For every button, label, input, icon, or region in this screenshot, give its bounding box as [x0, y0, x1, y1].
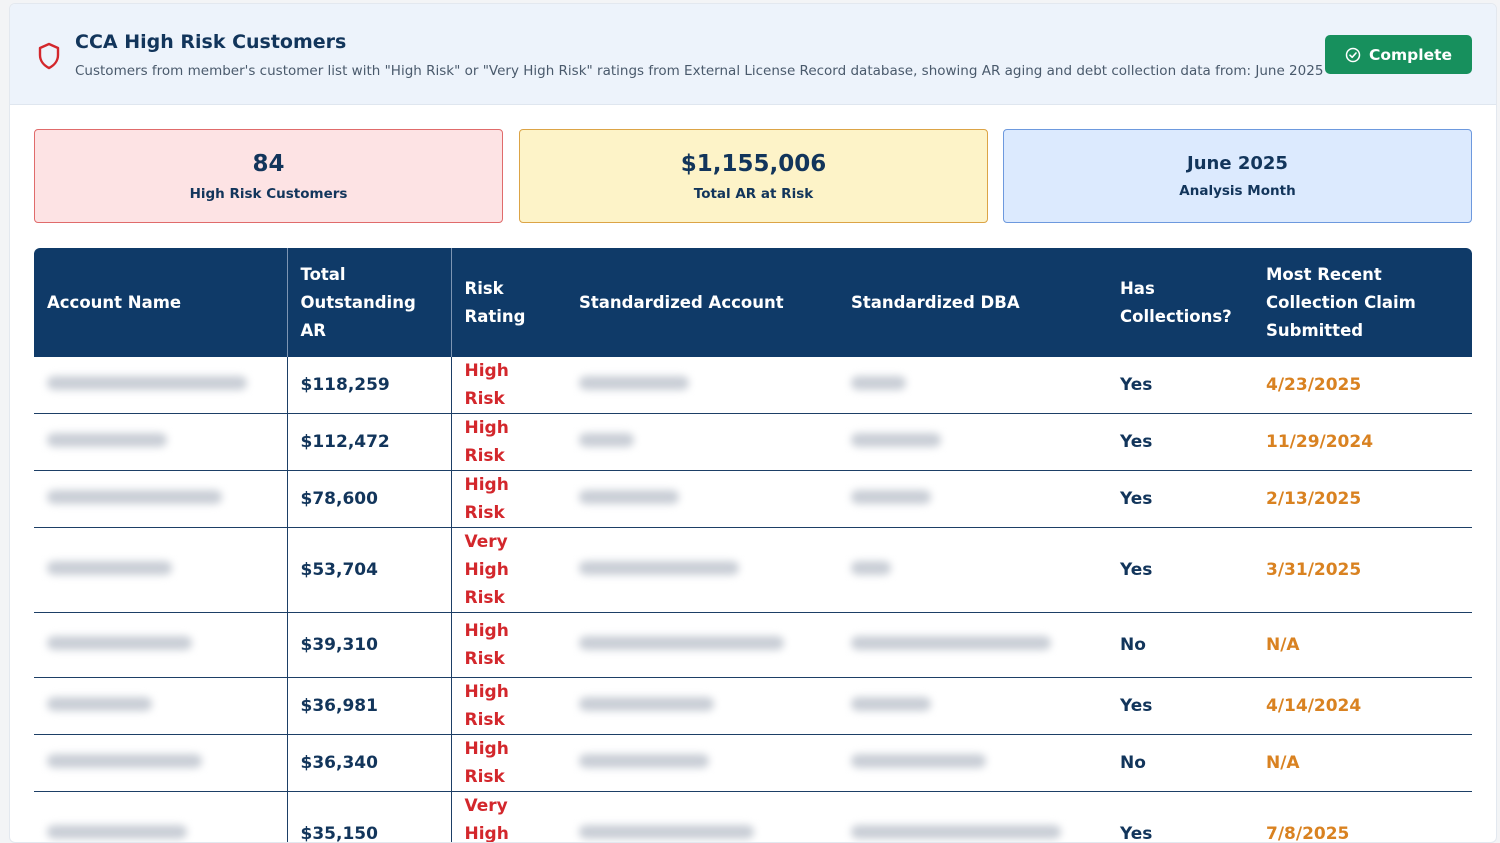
total-ar-cell: $78,600 — [287, 471, 451, 528]
check-circle-icon — [1345, 47, 1361, 63]
has-collections-cell: Yes — [1107, 678, 1253, 735]
has-collections-cell: No — [1107, 613, 1253, 678]
risk-rating-cell: High Risk — [451, 735, 566, 792]
recent-claim-cell: 4/23/2025 — [1253, 357, 1472, 414]
recent-claim-cell: 7/8/2025 — [1253, 792, 1472, 843]
standardized-account-cell-redacted — [566, 357, 838, 414]
page-subtitle: Customers from member's customer list wi… — [75, 63, 1323, 79]
has-collections-cell: Yes — [1107, 471, 1253, 528]
stat-card-high-risk-customers: 84 High Risk Customers — [34, 129, 503, 223]
account-name-cell-redacted — [34, 735, 287, 792]
table-row[interactable]: $78,600 High Risk Yes 2/13/2025 — [34, 471, 1472, 528]
high-risk-customers-panel: CCA High Risk Customers Customers from m… — [9, 3, 1497, 843]
risk-rating-cell: High Risk — [451, 678, 566, 735]
standardized-dba-cell-redacted — [838, 528, 1107, 613]
recent-claim-cell: N/A — [1253, 735, 1472, 792]
recent-claim-cell: 3/31/2025 — [1253, 528, 1472, 613]
account-name-cell-redacted — [34, 528, 287, 613]
column-header-standardized-dba[interactable]: Standardized DBA — [838, 248, 1107, 357]
table-row[interactable]: $112,472 High Risk Yes 11/29/2024 — [34, 414, 1472, 471]
customers-table: Account Name Total Outstanding AR Risk R… — [34, 248, 1472, 843]
table-row[interactable]: $35,150 Very High Risk Yes 7/8/2025 — [34, 792, 1472, 843]
has-collections-cell: Yes — [1107, 357, 1253, 414]
table-row[interactable]: $118,259 High Risk Yes 4/23/2025 — [34, 357, 1472, 414]
standardized-account-cell-redacted — [566, 678, 838, 735]
stat-value: $1,155,006 — [681, 151, 827, 177]
total-ar-cell: $36,340 — [287, 735, 451, 792]
standardized-account-cell-redacted — [566, 471, 838, 528]
total-ar-cell: $118,259 — [287, 357, 451, 414]
table-row[interactable]: $39,310 High Risk No N/A — [34, 613, 1472, 678]
stat-value: 84 — [252, 151, 284, 177]
standardized-account-cell-redacted — [566, 735, 838, 792]
stat-card-total-ar: $1,155,006 Total AR at Risk — [519, 129, 988, 223]
has-collections-cell: Yes — [1107, 792, 1253, 843]
standardized-dba-cell-redacted — [838, 735, 1107, 792]
standardized-dba-cell-redacted — [838, 613, 1107, 678]
column-header-total-ar[interactable]: Total Outstanding AR — [287, 248, 451, 357]
account-name-cell-redacted — [34, 357, 287, 414]
column-header-recent-claim[interactable]: Most Recent Collection Claim Submitted — [1253, 248, 1472, 357]
total-ar-cell: $39,310 — [287, 613, 451, 678]
standardized-account-cell-redacted — [566, 792, 838, 843]
recent-claim-cell: 2/13/2025 — [1253, 471, 1472, 528]
complete-button-label: Complete — [1369, 46, 1452, 64]
customers-table-container: Account Name Total Outstanding AR Risk R… — [34, 248, 1472, 843]
risk-rating-cell: Very High Risk — [451, 792, 566, 843]
recent-claim-cell: 11/29/2024 — [1253, 414, 1472, 471]
standardized-account-cell-redacted — [566, 528, 838, 613]
standardized-dba-cell-redacted — [838, 471, 1107, 528]
shield-icon — [37, 42, 61, 70]
has-collections-cell: Yes — [1107, 414, 1253, 471]
account-name-cell-redacted — [34, 792, 287, 843]
total-ar-cell: $36,981 — [287, 678, 451, 735]
has-collections-cell: Yes — [1107, 528, 1253, 613]
account-name-cell-redacted — [34, 678, 287, 735]
has-collections-cell: No — [1107, 735, 1253, 792]
risk-rating-cell: High Risk — [451, 357, 566, 414]
recent-claim-cell: N/A — [1253, 613, 1472, 678]
standardized-account-cell-redacted — [566, 613, 838, 678]
complete-button[interactable]: Complete — [1325, 35, 1472, 74]
table-row[interactable]: $36,981 High Risk Yes 4/14/2024 — [34, 678, 1472, 735]
column-header-has-collections[interactable]: Has Collections? — [1107, 248, 1253, 357]
standardized-dba-cell-redacted — [838, 357, 1107, 414]
stat-card-analysis-month: June 2025 Analysis Month — [1003, 129, 1472, 223]
panel-header: CCA High Risk Customers Customers from m… — [10, 4, 1496, 105]
account-name-cell-redacted — [34, 414, 287, 471]
column-header-risk-rating[interactable]: Risk Rating — [451, 248, 566, 357]
standardized-account-cell-redacted — [566, 414, 838, 471]
risk-rating-cell: High Risk — [451, 414, 566, 471]
stat-label: Total AR at Risk — [694, 186, 813, 202]
page-title: CCA High Risk Customers — [75, 31, 346, 53]
standardized-dba-cell-redacted — [838, 792, 1107, 843]
table-row[interactable]: $36,340 High Risk No N/A — [34, 735, 1472, 792]
column-header-account-name[interactable]: Account Name — [34, 248, 287, 357]
recent-claim-cell: 4/14/2024 — [1253, 678, 1472, 735]
standardized-dba-cell-redacted — [838, 414, 1107, 471]
total-ar-cell: $53,704 — [287, 528, 451, 613]
risk-rating-cell: Very High Risk — [451, 528, 566, 613]
standardized-dba-cell-redacted — [838, 678, 1107, 735]
total-ar-cell: $35,150 — [287, 792, 451, 843]
column-header-standardized-account[interactable]: Standardized Account — [566, 248, 838, 357]
risk-rating-cell: High Risk — [451, 613, 566, 678]
stat-value: June 2025 — [1187, 153, 1288, 174]
account-name-cell-redacted — [34, 471, 287, 528]
total-ar-cell: $112,472 — [287, 414, 451, 471]
table-row[interactable]: $53,704 Very High Risk Yes 3/31/2025 — [34, 528, 1472, 613]
table-header-row: Account Name Total Outstanding AR Risk R… — [34, 248, 1472, 357]
stat-label: High Risk Customers — [190, 186, 348, 202]
stat-label: Analysis Month — [1179, 183, 1295, 199]
risk-rating-cell: High Risk — [451, 471, 566, 528]
account-name-cell-redacted — [34, 613, 287, 678]
